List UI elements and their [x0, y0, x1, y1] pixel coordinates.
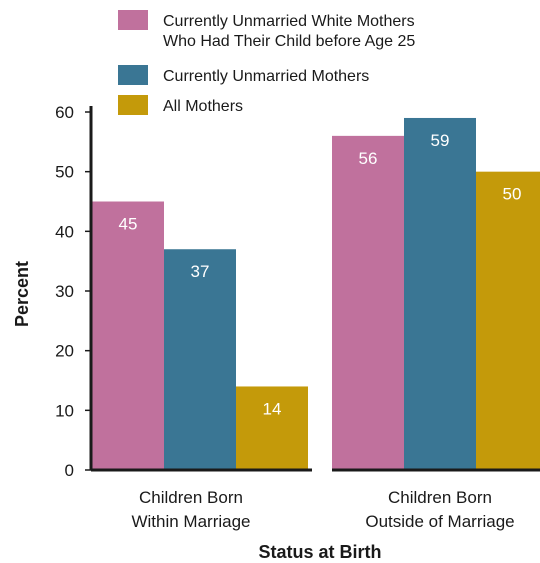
- y-axis: 0 10 20 30 40 50 60: [55, 103, 93, 480]
- y-tick-label-50: 50: [55, 163, 74, 182]
- bar-series-1-category-2: [332, 135, 404, 470]
- x-axis-title: Status at Birth: [258, 542, 381, 562]
- category-label-1: Children Born Within Marriage: [131, 488, 250, 531]
- legend-entry-2: Currently Unmarried Mothers: [163, 68, 369, 85]
- bar-series-3-category-1: [236, 386, 308, 470]
- legend-entry-line: All Mothers: [163, 98, 243, 115]
- y-tick-label-30: 30: [55, 282, 74, 301]
- category-label-line: Within Marriage: [131, 512, 250, 531]
- data-label-series-3-category-1: 14: [263, 399, 282, 418]
- category-label-2: Children Born Outside of Marriage: [365, 488, 514, 531]
- bar-series-2-category-2: [404, 117, 476, 470]
- data-label-series-3-category-2: 50: [503, 185, 522, 204]
- bar-series-1-category-1: [92, 201, 164, 470]
- data-label-series-2-category-1: 37: [191, 262, 210, 281]
- category-label-line: Children Born: [388, 488, 492, 507]
- y-tick-label-10: 10: [55, 401, 74, 420]
- y-tick-label-60: 60: [55, 103, 74, 122]
- legend-entry-line: Who Had Their Child before Age 25: [163, 33, 415, 50]
- data-label-series-1-category-2: 56: [359, 149, 378, 168]
- bars: 45 56 37 59 14 50: [92, 117, 540, 470]
- bar-series-2-category-1: [164, 249, 236, 470]
- category-label-line: Children Born: [139, 488, 243, 507]
- y-tick-label-40: 40: [55, 222, 74, 241]
- legend-entry-1: Currently Unmarried White Mothers Who Had…: [163, 13, 415, 50]
- category-label-line: Outside of Marriage: [365, 512, 514, 531]
- legend-swatch-3: [118, 95, 148, 115]
- legend-entry-line: Currently Unmarried White Mothers: [163, 13, 415, 30]
- legend-swatch-1: [118, 10, 148, 30]
- bar-series-3-category-2: [476, 171, 540, 470]
- data-label-series-1-category-1: 45: [119, 215, 138, 234]
- y-axis-title: Percent: [12, 261, 32, 327]
- legend-entry-3: All Mothers: [163, 98, 243, 115]
- data-label-series-2-category-2: 59: [431, 131, 450, 150]
- legend: Currently Unmarried White Mothers Who Had…: [118, 10, 415, 115]
- y-tick-label-20: 20: [55, 342, 74, 361]
- y-tick-label-0: 0: [65, 461, 74, 480]
- legend-entry-line: Currently Unmarried Mothers: [163, 68, 369, 85]
- legend-swatch-2: [118, 65, 148, 85]
